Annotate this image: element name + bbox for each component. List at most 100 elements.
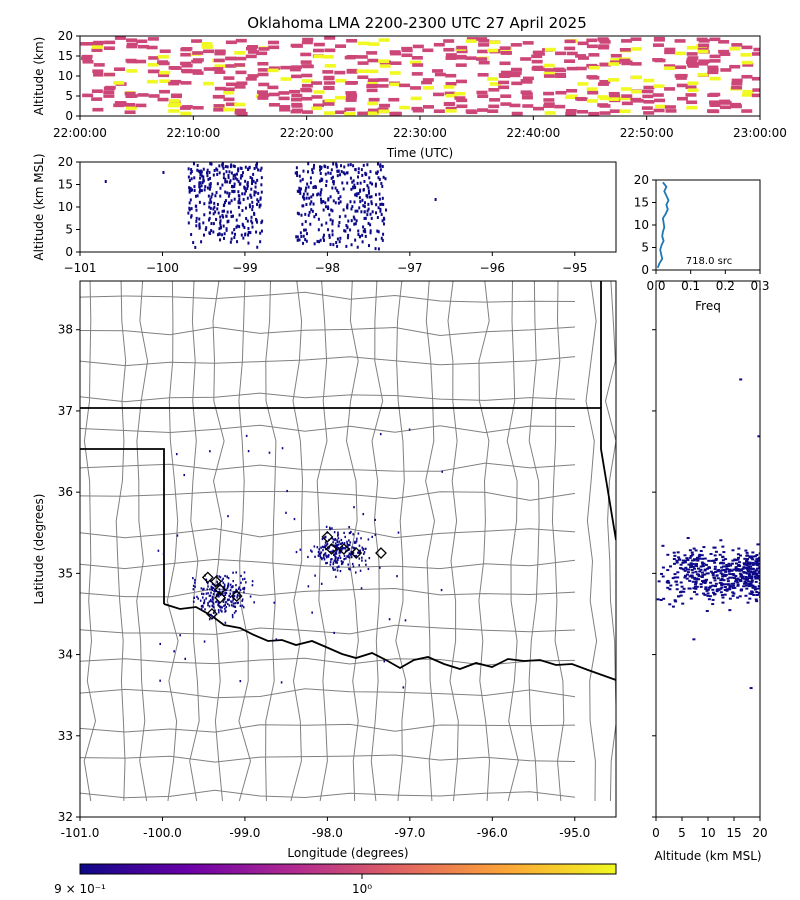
map-source-point [224,621,227,624]
lon-height-point [259,231,262,235]
lon-height-point [363,201,366,205]
map-source-point [200,587,203,590]
lon-height-point [353,183,356,187]
lon-height-point [206,174,209,178]
map-source-point [243,591,245,594]
time-height-cell [124,91,136,96]
lon-height-point [346,203,349,207]
time-height-cell [258,93,270,97]
time-height-cell [642,94,654,99]
time-height-cell [455,54,467,59]
lon-height-point [336,189,339,193]
height-lat-point [714,582,718,585]
map-source-point [337,537,340,540]
height-lat-point [676,576,680,579]
time-height-cell [268,45,280,50]
time-height-cell [212,67,224,71]
height-lat-point [723,593,727,596]
map-source-point [224,574,226,578]
lon-height-point [320,199,323,203]
map-source-point [336,543,338,547]
lon-height-point [208,201,211,205]
height-lat-point [679,581,683,584]
height-lat-point [725,588,729,591]
time-height-cell [432,69,444,73]
map-source-point [358,564,360,567]
time-height-cell [510,43,522,47]
height-lat-point [705,589,709,592]
height-lat-point [709,581,713,584]
lon-height-point [212,230,215,234]
lon-height-point [198,226,201,230]
time-height-cell [247,74,259,78]
lon-height-point [188,201,191,205]
map-source-point [355,554,358,558]
lon-height-point [209,198,212,202]
map-source-point [217,604,220,607]
map-source-point [344,535,347,539]
lon-height-point [230,237,233,241]
lon-height-point [254,190,257,194]
height-lat-point [701,557,705,560]
time-height-cell [751,52,760,56]
height-lat-point [719,591,723,594]
time-height-cell [378,38,390,42]
x-tick-label: −100 [146,261,179,275]
map-source-point [334,542,337,545]
height-lat-point [689,562,693,565]
lon-height-point [256,245,259,249]
map-source-point [334,557,337,561]
map-source-point [226,602,229,606]
map-source-point [214,589,217,593]
lon-height-point [334,186,337,190]
height-lat-frame [655,280,761,818]
time-height-cell [729,46,741,51]
lon-height-point [378,177,381,181]
lon-height-point [367,221,370,225]
height-lat-point [675,588,679,591]
y-tick-label: 20 [58,29,73,43]
county-line [189,281,200,802]
height-lat-xlabel: Altitude (km MSL) [654,849,761,863]
y-tick-label: 15 [634,196,649,210]
map-source-point [222,581,225,584]
time-height-cell [180,68,192,73]
lon-height-point [307,185,310,189]
time-height-cell [137,93,149,97]
map-source-point [339,542,342,546]
map-source-point [359,569,362,572]
lon-height-point [352,164,355,168]
lon-height-point [379,207,382,211]
height-lat-point [711,574,715,577]
lon-height-point [346,226,349,230]
lon-height-point [302,169,305,173]
height-lat-point [714,559,718,562]
lon-height-point [376,216,379,219]
lon-height-point [300,234,303,238]
height-lat-point [747,572,751,575]
time-height-cell [531,59,543,64]
map-source-point [340,547,342,551]
time-height-cell [697,46,709,51]
height-lat-point [686,558,690,561]
lon-height-point [308,210,311,214]
height-lat-point [750,575,754,578]
height-lat-point [755,558,759,561]
time-height-cell [445,109,457,113]
lon-height-point [251,204,254,208]
time-height-cell [599,79,611,84]
lon-height-point [209,185,212,189]
lon-height-point [187,175,190,179]
time-height-cell [653,108,665,113]
lon-height-point [368,176,371,180]
lon-height-point [255,165,258,169]
time-height-cell [268,103,280,107]
time-height-cell [433,92,445,97]
lon-height-point [349,200,352,204]
height-lat-point [694,558,698,561]
time-height-cell [289,89,301,94]
x-tick-label: 22:20:00 [280,126,334,140]
lon-height-point [369,181,372,185]
height-lat-point [700,571,704,574]
map-source-point [192,600,195,603]
